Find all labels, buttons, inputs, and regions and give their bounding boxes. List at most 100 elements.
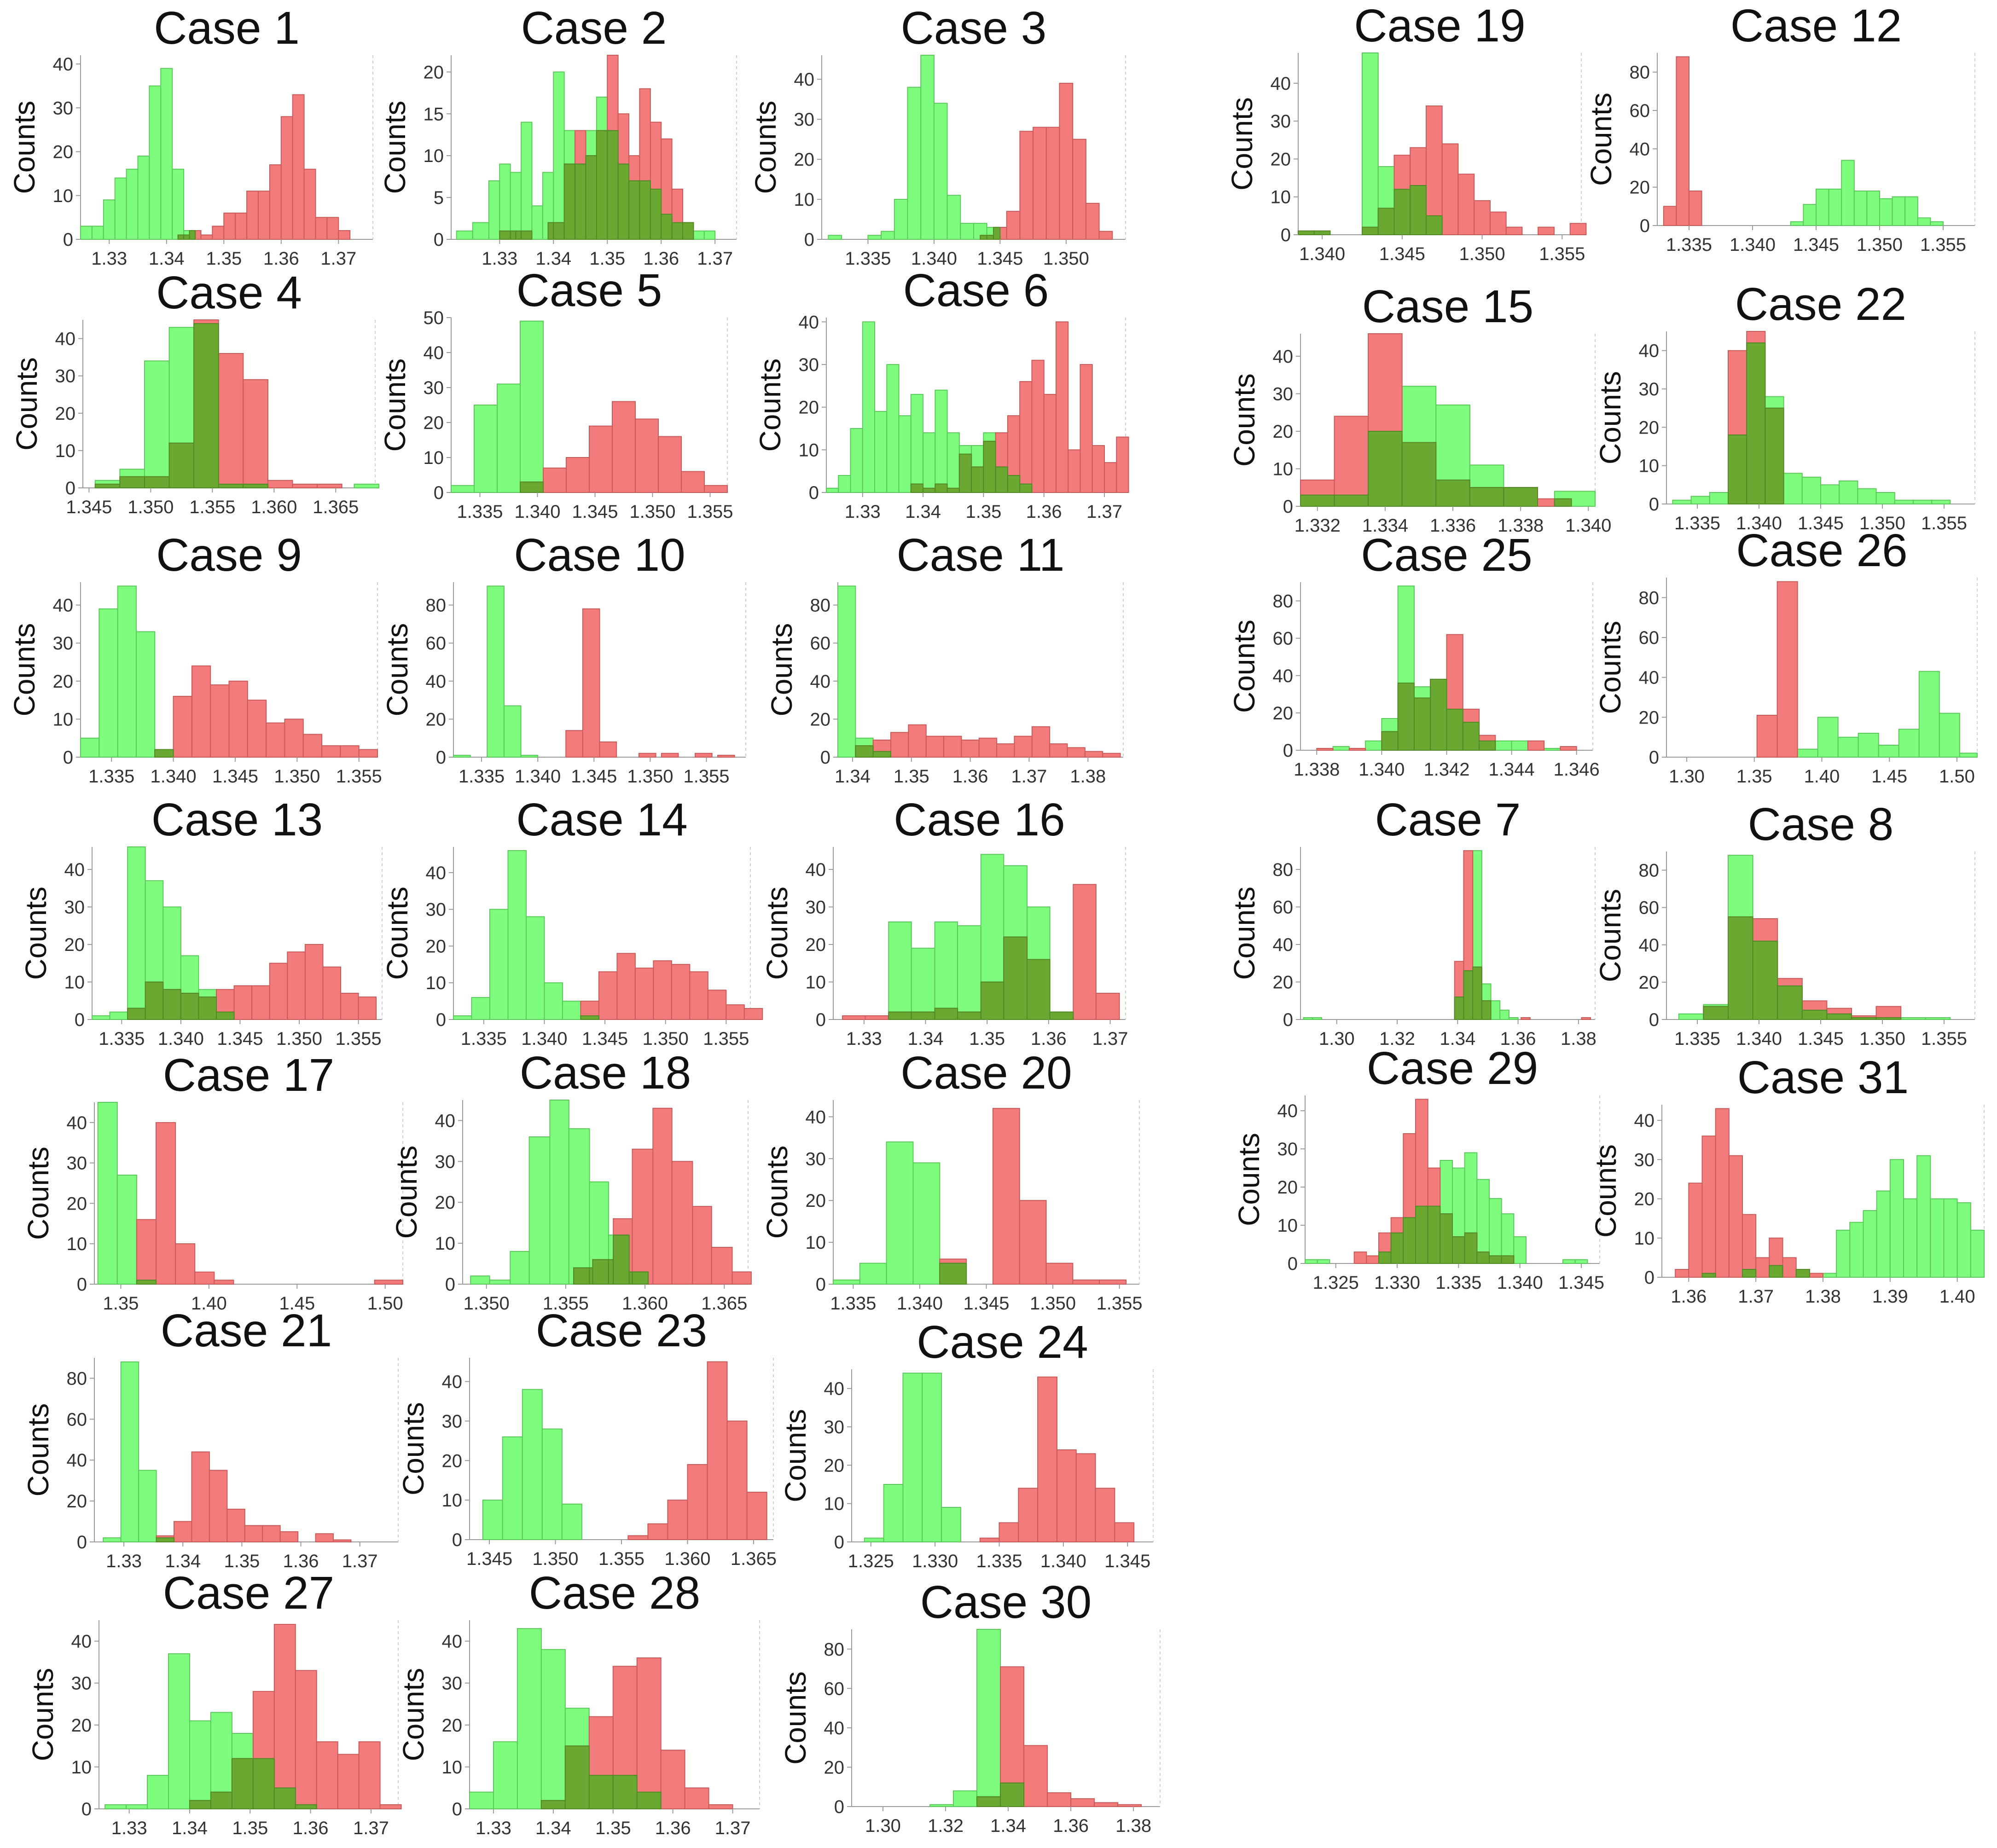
x-tick-label: 1.360 bbox=[622, 1293, 668, 1314]
red-bar bbox=[943, 736, 962, 758]
y-tick-label: 40 bbox=[799, 312, 819, 332]
green-bar bbox=[1878, 745, 1899, 758]
histogram-panel: Case 5 Counts 0 10 20 30 40 50 1.335 1.340 1.345 1.… bbox=[378, 265, 733, 522]
x-tick-label: 1.50 bbox=[1939, 766, 1975, 787]
y-tick-label: 0 bbox=[834, 1532, 844, 1553]
green-bar bbox=[137, 156, 150, 240]
x-tick-label: 1.355 bbox=[543, 1293, 589, 1314]
x-tick-label: 1.32 bbox=[1379, 1029, 1415, 1049]
green-bar bbox=[902, 1373, 923, 1542]
red-bar bbox=[689, 971, 708, 1020]
y-tick-label: 0 bbox=[445, 1274, 455, 1295]
overlap-bar bbox=[592, 1259, 609, 1285]
green-bar bbox=[1925, 1017, 1951, 1020]
overlap-bar bbox=[521, 230, 533, 240]
y-tick-label: 0 bbox=[834, 1797, 844, 1817]
overlap-bar bbox=[980, 235, 987, 240]
y-tick-label: 40 bbox=[424, 343, 444, 363]
overlap-bar bbox=[1851, 1017, 1877, 1020]
red-bar bbox=[687, 1464, 708, 1541]
green-bar bbox=[1837, 736, 1859, 758]
overlap-bar bbox=[935, 483, 948, 493]
red-bar bbox=[374, 1280, 403, 1285]
red-bar bbox=[1353, 1251, 1367, 1264]
red-bar bbox=[1505, 226, 1523, 235]
x-tick-label: 1.350 bbox=[629, 502, 675, 522]
overlap-bar bbox=[1397, 683, 1415, 751]
y-tick-label: 40 bbox=[1634, 1111, 1655, 1131]
x-tick-label: 1.45 bbox=[1871, 766, 1907, 787]
red-bar bbox=[1049, 743, 1068, 758]
x-tick-label: 1.340 bbox=[897, 1293, 943, 1314]
overlap-bar bbox=[617, 163, 630, 240]
x-tick-label: 1.350 bbox=[627, 766, 673, 787]
red-bar bbox=[1102, 753, 1121, 758]
y-tick-label: 60 bbox=[1639, 628, 1660, 648]
x-tick-label: 1.36 bbox=[1500, 1029, 1536, 1049]
x-tick-label: 1.40 bbox=[1804, 766, 1840, 787]
overlap-bar bbox=[189, 1800, 211, 1810]
panel-title: Case 1 bbox=[154, 2, 300, 54]
histogram-panel: Case 24 Counts 0 10 20 30 40 1.325 1.330 1.335 1.3… bbox=[779, 1316, 1154, 1571]
histogram-panel: Case 22 Counts 0 10 20 30 40 1.335 1.340 1.345 1.3… bbox=[1594, 278, 1975, 533]
red-bar bbox=[1675, 1269, 1689, 1278]
x-tick-label: 1.34 bbox=[149, 249, 185, 269]
red-bar bbox=[1091, 445, 1105, 493]
y-axis-label: Counts bbox=[765, 623, 798, 717]
overlap-bar bbox=[1413, 697, 1431, 751]
red-bar bbox=[1056, 1449, 1077, 1542]
y-tick-label: 20 bbox=[799, 398, 819, 418]
y-tick-label: 60 bbox=[1639, 898, 1660, 918]
overlap-bar bbox=[1875, 1017, 1902, 1020]
green-bar bbox=[469, 1791, 494, 1810]
green-bar bbox=[1866, 191, 1880, 226]
y-axis-label: Counts bbox=[760, 886, 794, 980]
y-tick-label: 40 bbox=[1271, 74, 1291, 94]
x-tick-label: 1.340 bbox=[514, 502, 560, 522]
green-bar bbox=[1858, 733, 1879, 758]
y-tick-label: 20 bbox=[424, 62, 444, 82]
panel-title: Case 22 bbox=[1735, 278, 1906, 330]
panel-title: Case 3 bbox=[901, 2, 1047, 54]
overlap-bar bbox=[1752, 940, 1778, 1020]
green-bar bbox=[470, 1275, 490, 1285]
y-tick-label: 0 bbox=[77, 1532, 87, 1553]
green-bar bbox=[953, 1790, 978, 1807]
red-bar bbox=[1031, 359, 1045, 493]
x-tick-label: 1.35 bbox=[206, 249, 242, 269]
red-bar bbox=[743, 1008, 763, 1020]
red-bar bbox=[1031, 726, 1051, 758]
y-axis-label: Counts bbox=[8, 101, 41, 194]
overlap-bar bbox=[608, 1259, 614, 1285]
x-tick-label: 1.335 bbox=[88, 766, 134, 787]
red-bar bbox=[726, 1420, 748, 1541]
x-tick-label: 1.330 bbox=[912, 1551, 958, 1571]
x-tick-label: 1.340 bbox=[1736, 513, 1782, 533]
x-tick-label: 1.365 bbox=[313, 497, 359, 517]
y-tick-label: 10 bbox=[424, 146, 444, 166]
green-bar bbox=[1709, 492, 1729, 504]
y-tick-label: 30 bbox=[824, 1417, 845, 1437]
x-tick-label: 1.335 bbox=[976, 1551, 1022, 1571]
y-tick-label: 20 bbox=[67, 1193, 87, 1214]
y-tick-label: 30 bbox=[55, 366, 76, 387]
x-tick-label: 1.37 bbox=[1086, 502, 1122, 522]
y-axis-label: Counts bbox=[1594, 371, 1627, 464]
overlap-bar bbox=[193, 323, 219, 488]
y-tick-label: 10 bbox=[67, 1234, 87, 1254]
x-tick-label: 1.350 bbox=[1459, 244, 1505, 264]
y-tick-label: 30 bbox=[806, 897, 826, 917]
x-tick-label: 1.340 bbox=[1730, 235, 1776, 255]
y-tick-label: 0 bbox=[1649, 747, 1659, 768]
y-tick-label: 0 bbox=[436, 747, 446, 768]
red-bar bbox=[1094, 1802, 1119, 1807]
x-tick-label: 1.338 bbox=[1498, 516, 1544, 536]
y-axis-label: Counts bbox=[760, 1146, 794, 1239]
overlap-bar bbox=[1415, 1205, 1428, 1264]
red-bar bbox=[191, 665, 211, 758]
overlap-bar bbox=[156, 1537, 175, 1542]
x-tick-label: 1.37 bbox=[353, 1818, 389, 1838]
x-tick-label: 1.335 bbox=[830, 1293, 876, 1314]
red-bar bbox=[233, 985, 253, 1020]
x-tick-label: 1.338 bbox=[1294, 759, 1340, 780]
